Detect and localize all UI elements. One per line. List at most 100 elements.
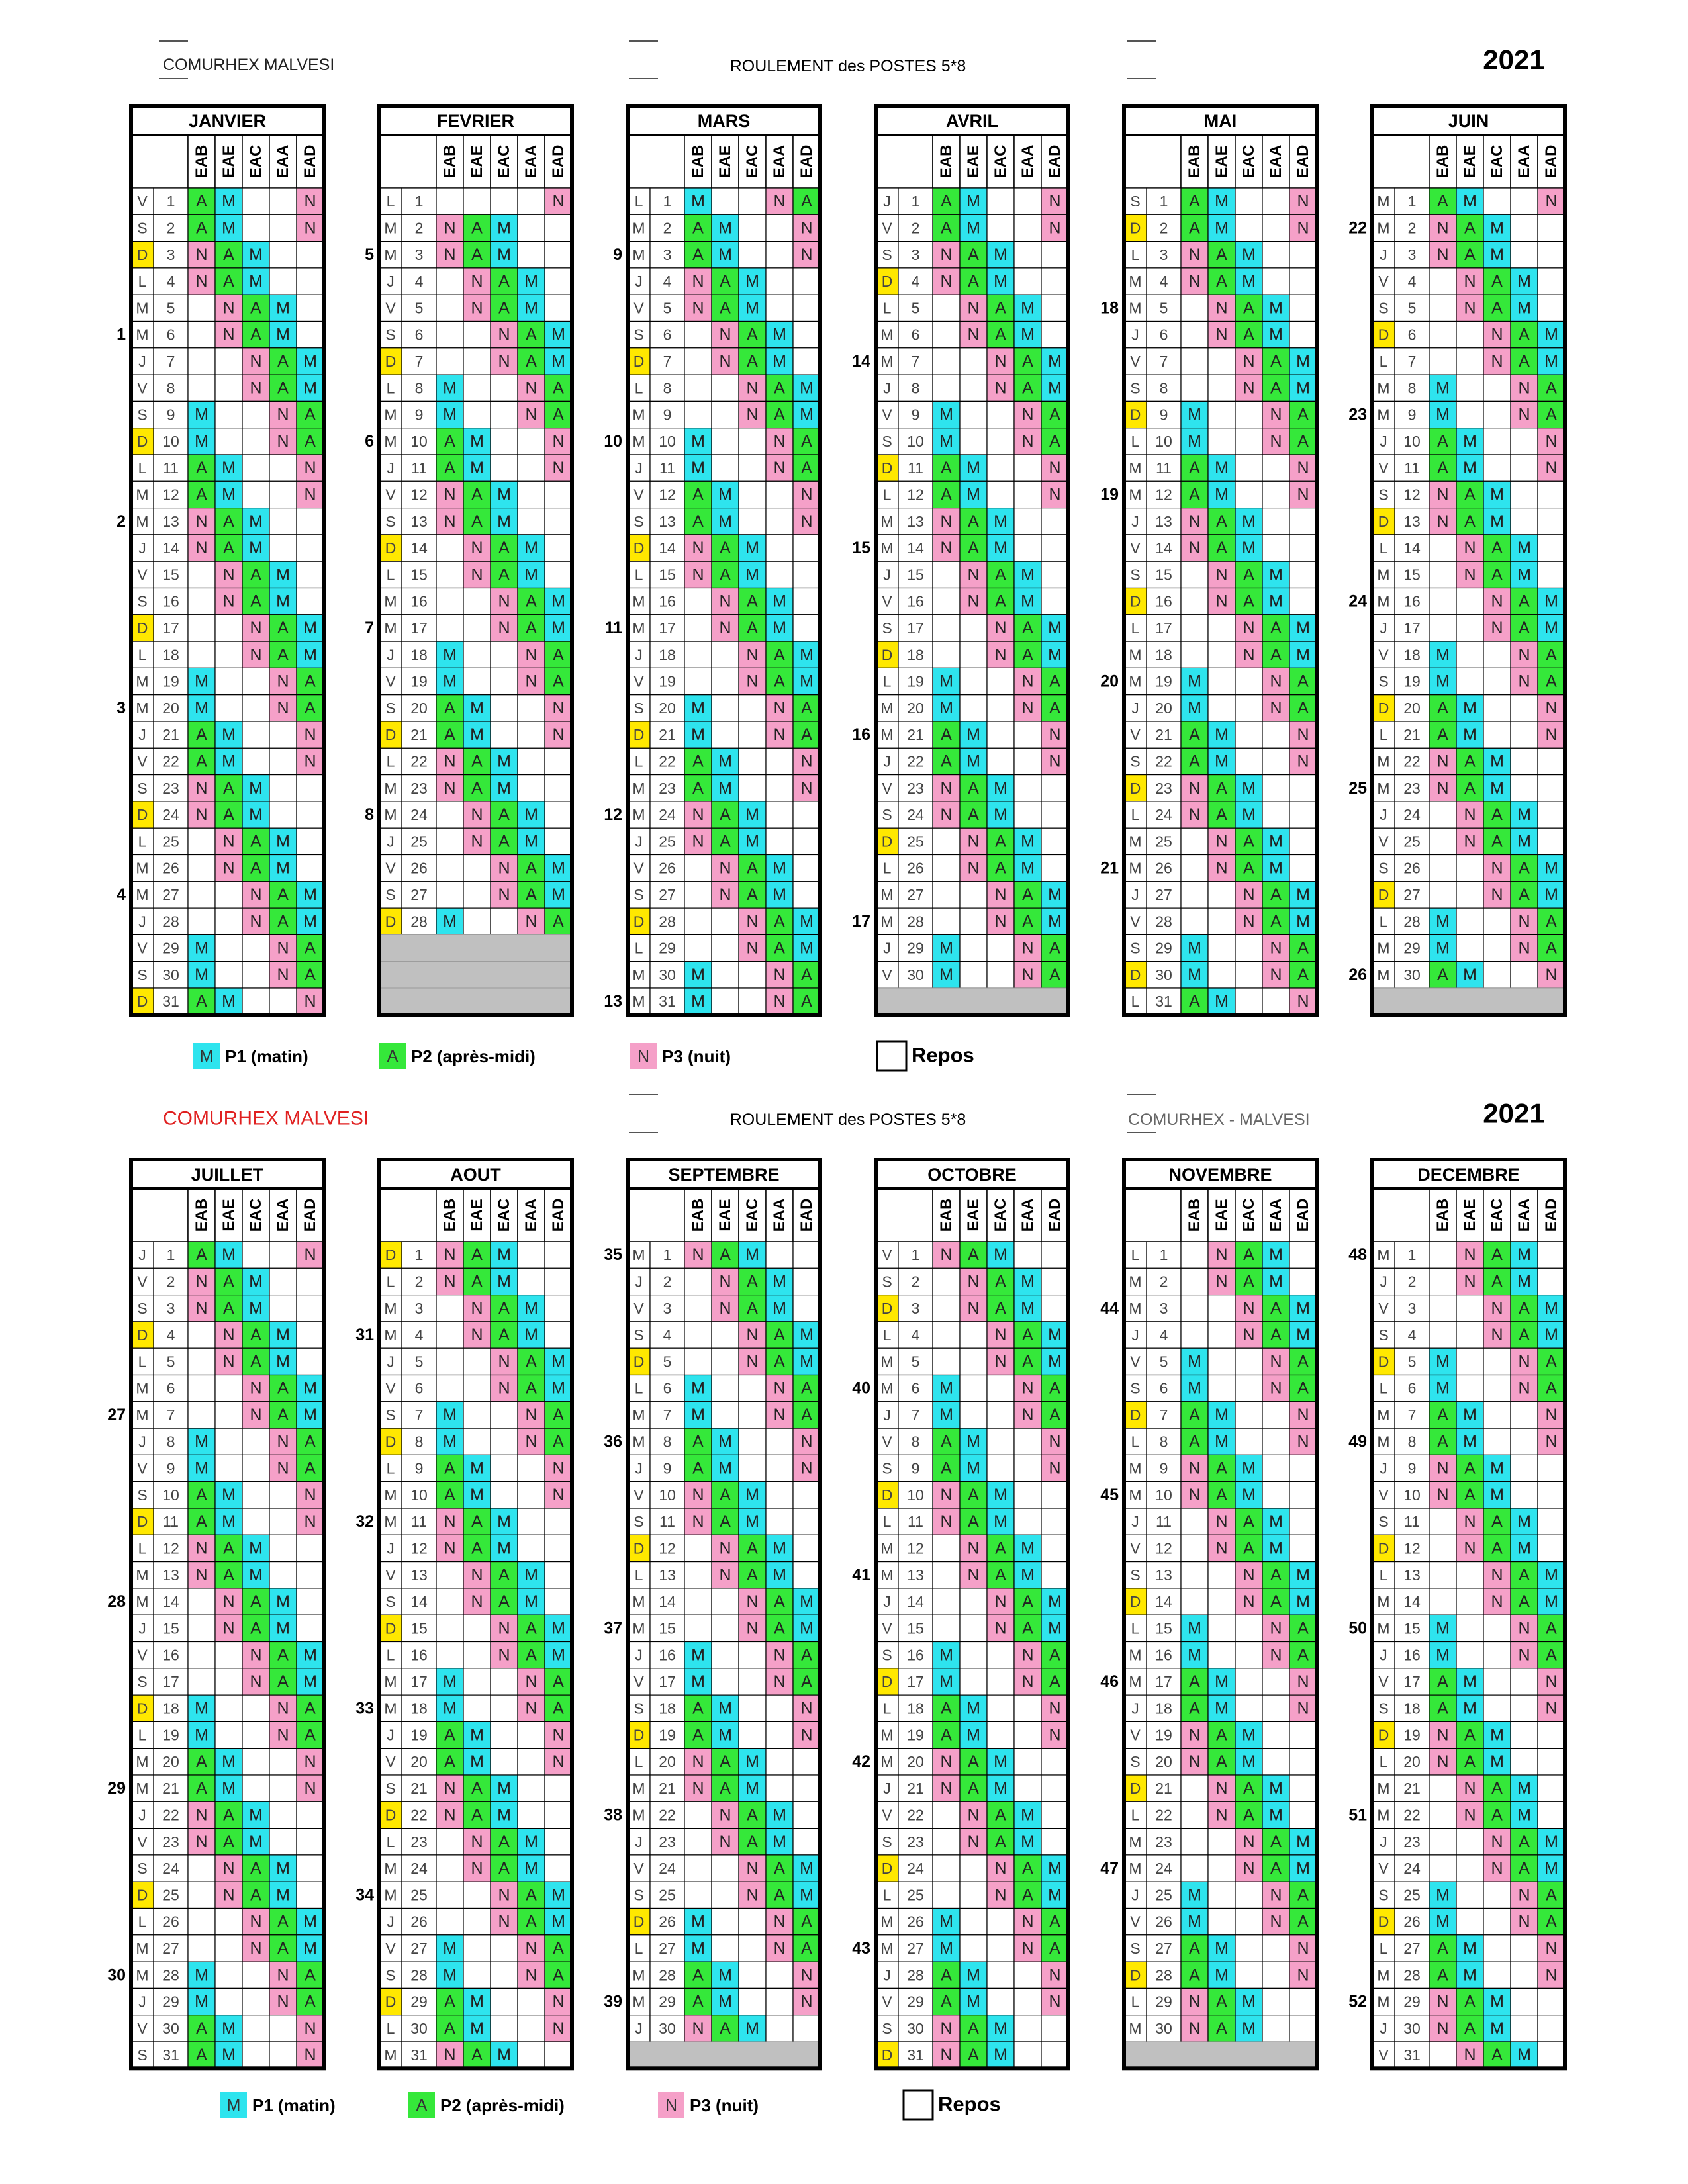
shift-cell xyxy=(242,400,270,429)
shift-cell xyxy=(214,1374,243,1402)
weekday: L xyxy=(387,2020,395,2037)
shift-code: M xyxy=(551,352,565,371)
shift-code: A xyxy=(692,485,704,504)
shift-cell xyxy=(187,187,216,215)
shift-code: A xyxy=(498,1299,510,1318)
day-number: 27 xyxy=(1403,886,1421,903)
shift-code: M xyxy=(443,912,457,931)
shift-code: A xyxy=(1297,1886,1309,1904)
day-number: 11 xyxy=(1156,1513,1172,1530)
shift-code: M xyxy=(249,1833,263,1851)
shift-cell xyxy=(1289,241,1317,269)
shift-cell xyxy=(1235,1641,1263,1669)
shift-code: M xyxy=(303,886,317,904)
shift-cell xyxy=(269,1534,297,1563)
weekday: J xyxy=(883,752,891,770)
shift-cell xyxy=(738,747,767,776)
shift-cell xyxy=(242,1428,270,1456)
shift-code: N xyxy=(1464,2046,1476,2064)
shift-cell xyxy=(1262,747,1290,776)
shift-cell xyxy=(1483,1374,1511,1402)
shift-cell xyxy=(684,507,712,535)
month-name: AVRIL xyxy=(946,111,998,131)
shift-code: A xyxy=(968,805,979,824)
weekday: J xyxy=(883,1593,891,1610)
shift-code: A xyxy=(498,565,510,584)
shift-cell xyxy=(1013,534,1042,562)
shift-cell xyxy=(1041,267,1069,295)
legend-code: N xyxy=(637,1047,649,1066)
day-number: 5 xyxy=(1408,1353,1417,1370)
shift-code: N xyxy=(1049,1432,1060,1451)
shift-code: N xyxy=(773,1672,785,1691)
day-number: 26 xyxy=(1403,1913,1421,1931)
day-number: 10 xyxy=(162,1486,179,1504)
shift-cell xyxy=(214,987,243,1015)
shift-code: A xyxy=(1049,1379,1060,1398)
weekday-cell xyxy=(130,641,154,668)
shift-cell xyxy=(684,320,712,349)
shift-code: A xyxy=(277,886,289,904)
weekday: V xyxy=(633,299,644,316)
shift-code: M xyxy=(1436,939,1450,958)
weekday: D xyxy=(385,913,397,930)
day-number: 3 xyxy=(912,1300,920,1317)
shift-cell xyxy=(269,1508,297,1535)
day-cell xyxy=(153,187,189,215)
shift-cell xyxy=(1429,1774,1457,1802)
shift-cell xyxy=(1013,747,1042,776)
shift-code: M xyxy=(1269,565,1283,584)
weekday-cell xyxy=(130,667,154,696)
shift-code: N xyxy=(1297,1699,1309,1717)
header-blank xyxy=(130,134,189,189)
shift-code: A xyxy=(1270,352,1282,371)
shift-code: A xyxy=(995,1805,1006,1824)
day-number: 2 xyxy=(415,1273,424,1290)
day-number: 17 xyxy=(1403,1673,1421,1690)
day-number: 13 xyxy=(1155,513,1172,530)
shift-code: N xyxy=(1545,432,1557,451)
shift-code: A xyxy=(196,2046,207,2064)
day-number: 16 xyxy=(907,1647,924,1664)
shift-cell xyxy=(1537,294,1566,322)
weekday: M xyxy=(136,299,148,316)
shift-code: A xyxy=(968,512,979,531)
shift-code: A xyxy=(223,1833,234,1851)
shift-cell xyxy=(296,1294,324,1322)
shift-cell xyxy=(1483,1961,1511,1989)
weekday: D xyxy=(385,1246,397,1263)
day-number: 11 xyxy=(908,1513,923,1530)
shift-code: N xyxy=(525,672,537,691)
shift-code: N xyxy=(304,1779,316,1797)
shift-cell xyxy=(1235,400,1263,429)
day-number: 5 xyxy=(167,1353,175,1370)
shift-code: M xyxy=(1463,966,1477,984)
shift-cell xyxy=(296,1561,324,1589)
shift-code: M xyxy=(1436,645,1450,664)
shift-code: N xyxy=(1188,779,1200,797)
day-number: 7 xyxy=(1408,353,1417,370)
weekday: D xyxy=(385,353,397,370)
shift-cell xyxy=(1289,1748,1317,1776)
shift-cell xyxy=(517,1774,545,1802)
day-cell xyxy=(649,214,685,242)
shift-cell xyxy=(711,1934,739,1962)
shift-code: M xyxy=(1215,485,1229,504)
weekday: V xyxy=(385,1753,396,1770)
shift-cell xyxy=(738,374,767,402)
weekday: J xyxy=(883,379,891,396)
shift-code: N xyxy=(222,298,234,317)
shift-cell xyxy=(463,374,491,402)
weekday: M xyxy=(632,806,645,823)
shift-cell xyxy=(1456,374,1484,402)
team-header: EAE xyxy=(220,1199,238,1231)
day-number: 7 xyxy=(1160,1406,1168,1424)
shift-cell xyxy=(296,1881,324,1909)
weekday: V xyxy=(385,486,396,503)
shift-cell xyxy=(684,1267,712,1296)
shift-code: M xyxy=(276,832,290,850)
shift-cell xyxy=(269,801,297,829)
weekday: S xyxy=(137,593,147,610)
weekday: L xyxy=(1380,1940,1388,1957)
shift-code: A xyxy=(1270,1592,1282,1611)
